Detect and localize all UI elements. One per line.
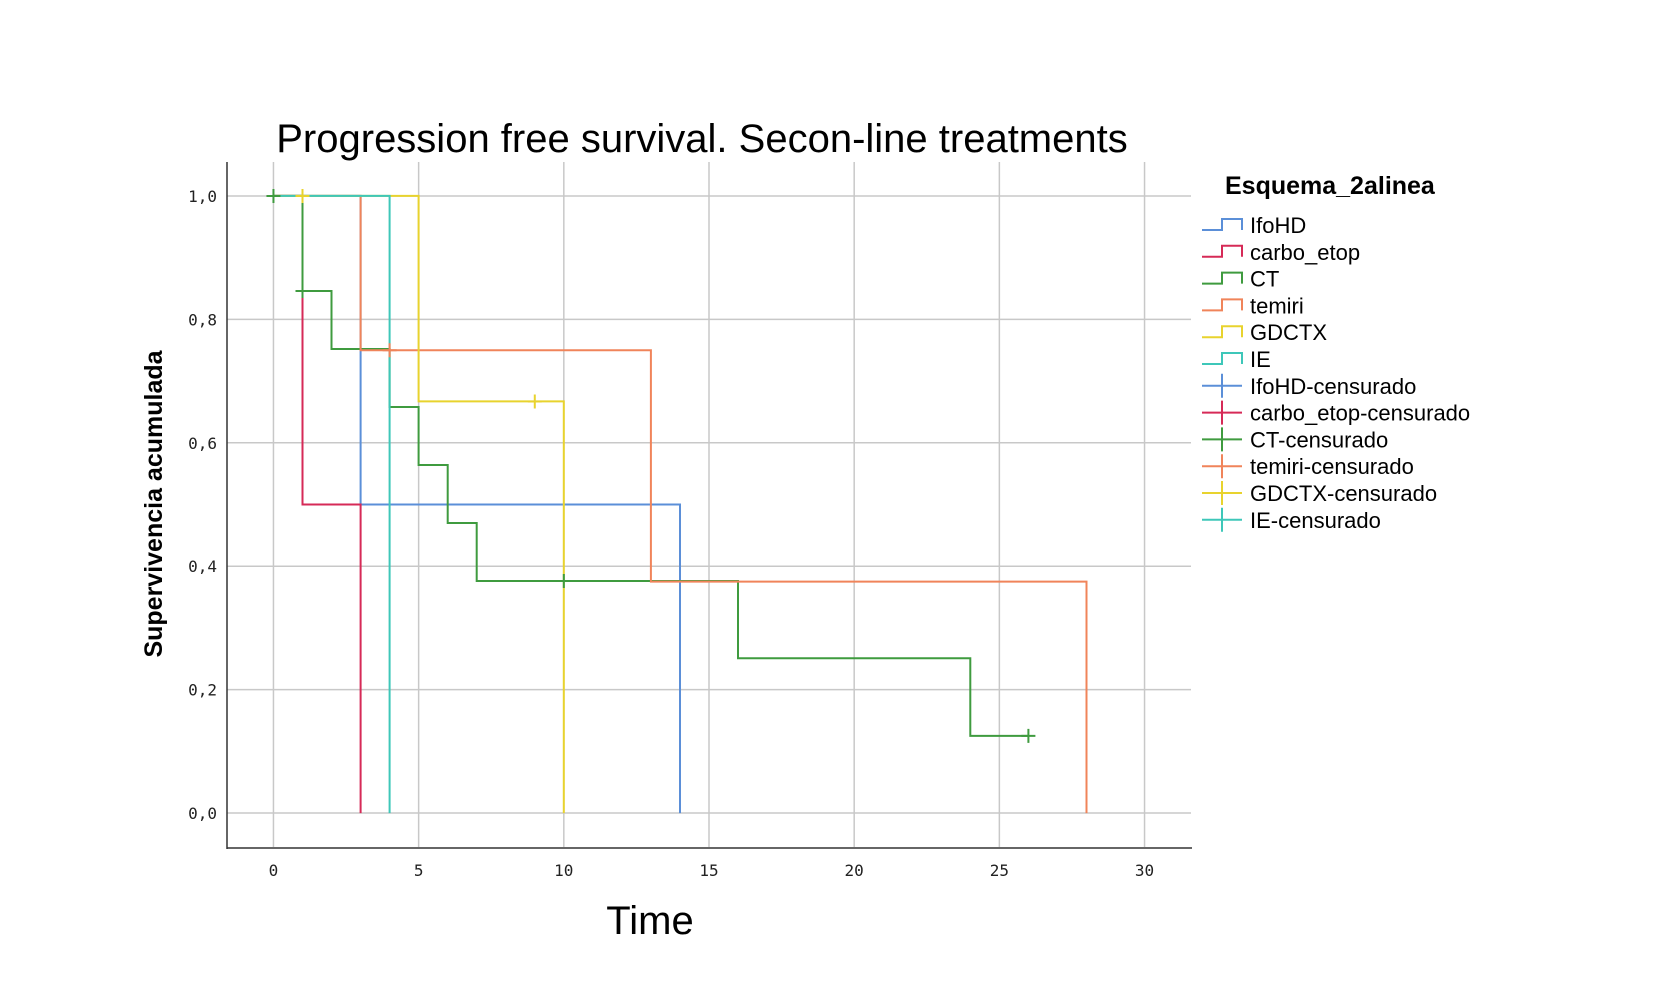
legend-label-temiri: temiri [1250, 293, 1304, 318]
legend-swatch-IE [1202, 352, 1243, 365]
series-line-IE [273, 194, 391, 814]
censor-mark-GDCTX-censurado [527, 394, 542, 409]
y-tick-label: 0,6 [188, 434, 217, 453]
legend-swatch-CT [1202, 271, 1243, 285]
legend-label-temiri-censurado: temiri-censurado [1250, 454, 1414, 479]
legend-swatch-temiri [1202, 298, 1243, 312]
legend-label-IfoHD: IfoHD [1250, 213, 1306, 238]
x-tick-label: 0 [269, 861, 279, 880]
x-tick-label: 30 [1135, 861, 1154, 880]
censor-mark-CT-censurado [295, 283, 310, 298]
censor-mark-CT-censurado [556, 574, 571, 589]
series-lines [273, 194, 1088, 814]
legend-label-GDCTX: GDCTX [1250, 320, 1327, 345]
x-tick-label: 10 [554, 861, 573, 880]
legend-label-IE: IE [1250, 347, 1271, 372]
censor-mark-GDCTX-censurado [295, 188, 310, 203]
legend-label-IE-censurado: IE-censurado [1250, 508, 1381, 533]
y-axis-label: Supervivencia acumulada [140, 349, 168, 657]
chart-title: Progression free survival. Secon-line tr… [276, 117, 1127, 161]
y-tick-label: 0,4 [188, 557, 217, 576]
series-line-CT [273, 194, 1029, 737]
y-tick-label: 0,0 [188, 804, 217, 823]
censor-marks [266, 188, 1036, 743]
x-tick-label: 20 [845, 861, 864, 880]
x-tick-label: 5 [414, 861, 424, 880]
grid [227, 162, 1191, 847]
legend-label-carbo_etop-censurado: carbo_etop-censurado [1250, 401, 1470, 426]
y-tick-label: 0,8 [188, 310, 217, 329]
legend-swatch-carbo_etop [1202, 244, 1243, 258]
legend-label-carbo_etop: carbo_etop [1250, 240, 1360, 265]
legend: Esquema_2alinea IfoHDcarbo_etopCTtemiriG… [1202, 172, 1470, 533]
censor-mark-CT-censurado [266, 188, 281, 203]
legend-label-GDCTX-censurado: GDCTX-censurado [1250, 481, 1437, 506]
x-tick-label: 15 [699, 861, 718, 880]
x-tick-label: 25 [990, 861, 1009, 880]
series-line-carbo_etop [273, 194, 362, 814]
legend-swatch-GDCTX [1202, 325, 1243, 339]
y-tick-label: 0,2 [188, 681, 217, 700]
legend-label-IfoHD-censurado: IfoHD-censurado [1250, 374, 1416, 399]
legend-swatch-CT-censurado [1202, 427, 1242, 452]
legend-swatch-IfoHD [1202, 218, 1243, 231]
censor-mark-temiri-censurado [382, 343, 397, 358]
legend-label-CT-censurado: CT-censurado [1250, 427, 1388, 452]
x-axis-label: Time [606, 899, 693, 943]
legend-swatch-IfoHD-censurado [1202, 373, 1242, 398]
tick-labels: 0 5 10 15 20 25 30 0,0 0,2 0,4 0,6 0,8 1,0 [188, 187, 1154, 880]
legend-swatch-GDCTX-censurado [1202, 481, 1242, 505]
y-tick-label: 1,0 [188, 187, 217, 206]
legend-swatch-temiri-censurado [1202, 454, 1242, 479]
legend-swatch-carbo_etop-censurado [1202, 400, 1242, 425]
censor-mark-CT-censurado [1021, 728, 1036, 743]
legend-title: Esquema_2alinea [1225, 172, 1436, 200]
legend-swatch-IE-censurado [1202, 507, 1242, 532]
legend-label-CT: CT [1250, 267, 1279, 292]
